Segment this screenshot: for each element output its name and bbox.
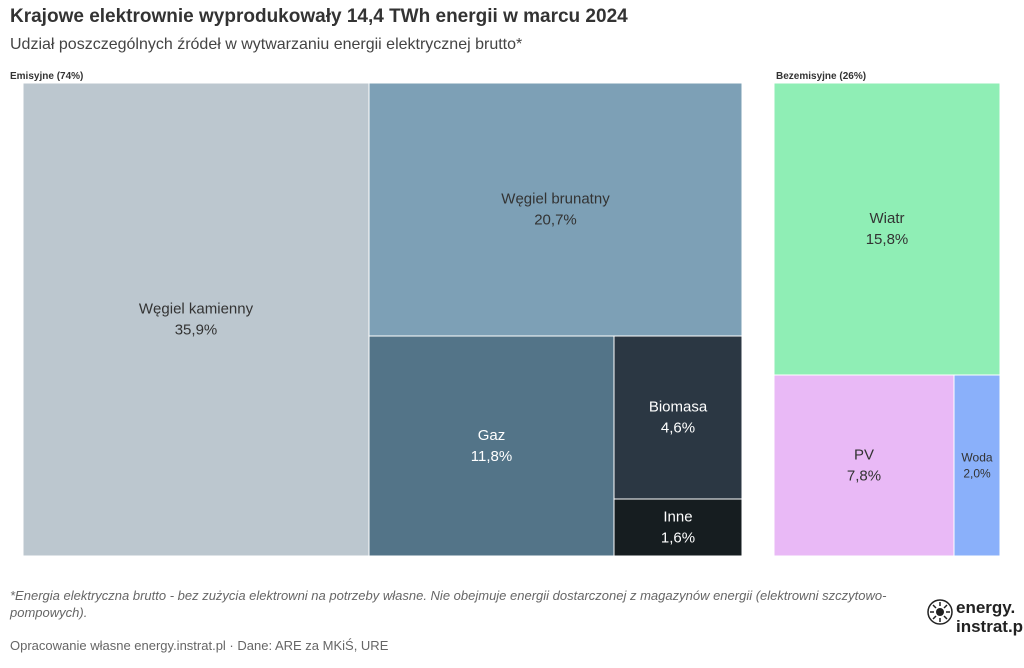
tile-gaz: [368, 335, 615, 557]
footnote: *Energia elektryczna brutto - bez zużyci…: [10, 588, 887, 620]
source-line: Opracowanie własne energy.instrat.pl · D…: [10, 638, 389, 653]
tile-pv: [773, 374, 955, 557]
group-label-emisyjne: Emisyjne (74%): [10, 71, 84, 82]
tile-węgiel-kamienny: [22, 82, 370, 557]
tile-inne: [613, 498, 743, 557]
tile-value-inne: 1,6%: [661, 530, 695, 547]
group-label-bezemisyjne: Bezemisyjne (26%): [776, 71, 867, 82]
tile-label-wiatr: Wiatr: [870, 210, 905, 227]
tile-value-gaz: 11,8%: [471, 448, 512, 465]
tile-value-biomasa: 4,6%: [661, 420, 695, 437]
logo-text-line2: instrat.pl: [956, 617, 1024, 636]
tile-label-gaz: Gaz: [478, 427, 506, 444]
tile-label-biomasa: Biomasa: [649, 399, 708, 416]
tile-biomasa: [613, 335, 743, 500]
tile-label-węgiel-kamienny: Węgiel kamienny: [139, 301, 254, 318]
treemap-chart: Węgiel kamienny 35,9% Węgiel brunatny 20,7%…: [22, 82, 1001, 557]
chart-subtitle: Udział poszczególnych źródeł w wytwarzan…: [10, 36, 523, 53]
tile-label-węgiel-brunatny: Węgiel brunatny: [501, 191, 610, 208]
tile-węgiel-brunatny: [368, 82, 743, 337]
tile-value-węgiel-brunatny: 20,7%: [534, 212, 577, 229]
logo-text-line1: energy.: [956, 598, 1016, 617]
tile-value-wiatr: 15,8%: [866, 231, 909, 248]
chart-title: Krajowe elektrownie wyprodukowały 14,4 T…: [10, 6, 628, 27]
tile-value-woda: 2,0%: [963, 467, 991, 481]
tile-value-pv: 7,8%: [847, 468, 881, 485]
tile-woda: [953, 374, 1001, 557]
tile-label-inne: Inne: [663, 509, 692, 526]
tile-wiatr: [773, 82, 1001, 376]
tile-label-woda: Woda: [961, 451, 992, 465]
tile-label-pv: PV: [854, 447, 874, 464]
instrat-logo[interactable]: energy. instrat.pl: [926, 596, 1024, 646]
sun-gear-icon: [927, 599, 953, 625]
tile-value-węgiel-kamienny: 35,9%: [175, 322, 218, 339]
